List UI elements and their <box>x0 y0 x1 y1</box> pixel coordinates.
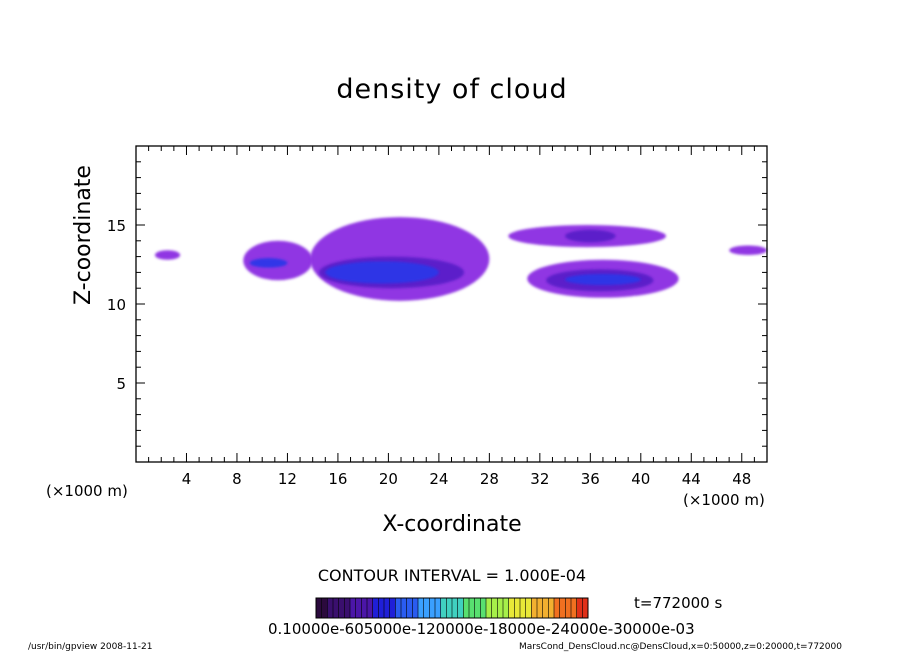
x-tick-label: 28 <box>480 470 499 488</box>
colorbar-cell <box>548 598 554 618</box>
x-tick-label: 32 <box>530 470 549 488</box>
colorbar-cell <box>378 598 384 618</box>
colorbar-cell <box>401 598 407 618</box>
cloud-right-lower-core <box>565 273 641 286</box>
colorbar-tick-labels: 0.10000e-605000e-120000e-18000e-24000e-3… <box>268 620 695 638</box>
colorbar-cell <box>486 598 492 618</box>
colorbar-cell <box>372 598 379 618</box>
colorbar-cell <box>582 598 588 618</box>
colorbar-cell <box>497 598 503 618</box>
cloud-main-cloud-core <box>325 261 439 284</box>
colorbar-cell <box>389 598 396 618</box>
colorbar-cell <box>361 598 367 618</box>
colorbar-cell <box>559 598 566 618</box>
colorbar-cell <box>446 598 452 618</box>
x-tick-label: 40 <box>631 470 650 488</box>
colorbar-cell <box>537 598 543 618</box>
colorbar-cell <box>412 598 418 618</box>
y-axis-label: Z-coordinate <box>71 165 96 305</box>
colorbar-cell <box>395 598 401 618</box>
colorbar-cell <box>344 598 350 618</box>
y-tick-label: 10 <box>107 296 126 314</box>
x-tick-label: 4 <box>182 470 192 488</box>
colorbar-cell <box>542 598 549 618</box>
x-unit-label-right: (×1000 m) <box>683 491 765 509</box>
colorbar-cell <box>525 598 532 618</box>
colorbar-cell <box>531 598 537 618</box>
x-unit-label: (×1000 m) <box>46 482 128 500</box>
x-tick-label: 24 <box>429 470 448 488</box>
colorbar-cell <box>350 598 356 618</box>
contour-interval: CONTOUR INTERVAL = 1.000E-04 <box>317 566 587 585</box>
colorbar-cell <box>576 598 583 618</box>
footer-right: MarsCond_DensCloud.nc@DensCloud,x=0:5000… <box>519 642 842 652</box>
x-tick-label: 20 <box>379 470 398 488</box>
cloud-patch-b-core <box>249 258 288 268</box>
y-tick-label: 5 <box>116 375 126 393</box>
colorbar-cell <box>423 598 430 618</box>
colorbar-cell <box>418 598 424 618</box>
colorbar-cell <box>440 598 447 618</box>
colorbar-cell <box>508 598 515 618</box>
colorbar-cell <box>435 598 441 618</box>
x-axis-label: X-coordinate <box>382 512 522 537</box>
colorbar-cell <box>338 598 345 618</box>
colorbar-cell <box>327 598 333 618</box>
colorbar-cell <box>316 598 322 618</box>
chart-title: density of cloud <box>336 74 568 105</box>
colorbar-cell <box>520 598 526 618</box>
x-tick-label: 12 <box>278 470 297 488</box>
colorbar-cell <box>491 598 498 618</box>
colorbar-cell <box>406 598 413 618</box>
colorbar-cell <box>565 598 571 618</box>
x-tick-label: 36 <box>581 470 600 488</box>
colorbar-cell <box>503 598 509 618</box>
cloud-contours <box>154 217 767 301</box>
colorbar-cell <box>554 598 560 618</box>
footer-left: /usr/bin/gpview 2008-11-21 <box>28 642 153 652</box>
colorbar-cell <box>474 598 481 618</box>
colorbar-cell <box>457 598 464 618</box>
x-tick-label: 16 <box>328 470 347 488</box>
colorbar-cell <box>480 598 486 618</box>
colorbar-cell <box>367 598 373 618</box>
colorbar-cell <box>384 598 390 618</box>
colorbar-cell <box>429 598 435 618</box>
colorbar-cell <box>463 598 469 618</box>
cloud-patch-edge <box>729 245 767 256</box>
cloud-patch-a <box>154 250 181 260</box>
colorbar-cell <box>452 598 458 618</box>
colorbar-cell <box>355 598 362 618</box>
x-tick-label: 8 <box>232 470 242 488</box>
x-tick-label: 44 <box>682 470 701 488</box>
colorbar <box>315 597 589 619</box>
time-label: t=772000 s <box>634 594 723 612</box>
colorbar-cell <box>333 598 339 618</box>
plot-frame <box>135 145 768 463</box>
colorbar-frame <box>315 597 589 619</box>
x-tick-label: 48 <box>732 470 751 488</box>
colorbar-cell <box>571 598 577 618</box>
y-tick-label: 15 <box>107 217 126 235</box>
cloud-right-upper-core <box>565 229 616 243</box>
colorbar-cell <box>514 598 520 618</box>
colorbar-cell <box>321 598 328 618</box>
colorbar-cell <box>469 598 475 618</box>
